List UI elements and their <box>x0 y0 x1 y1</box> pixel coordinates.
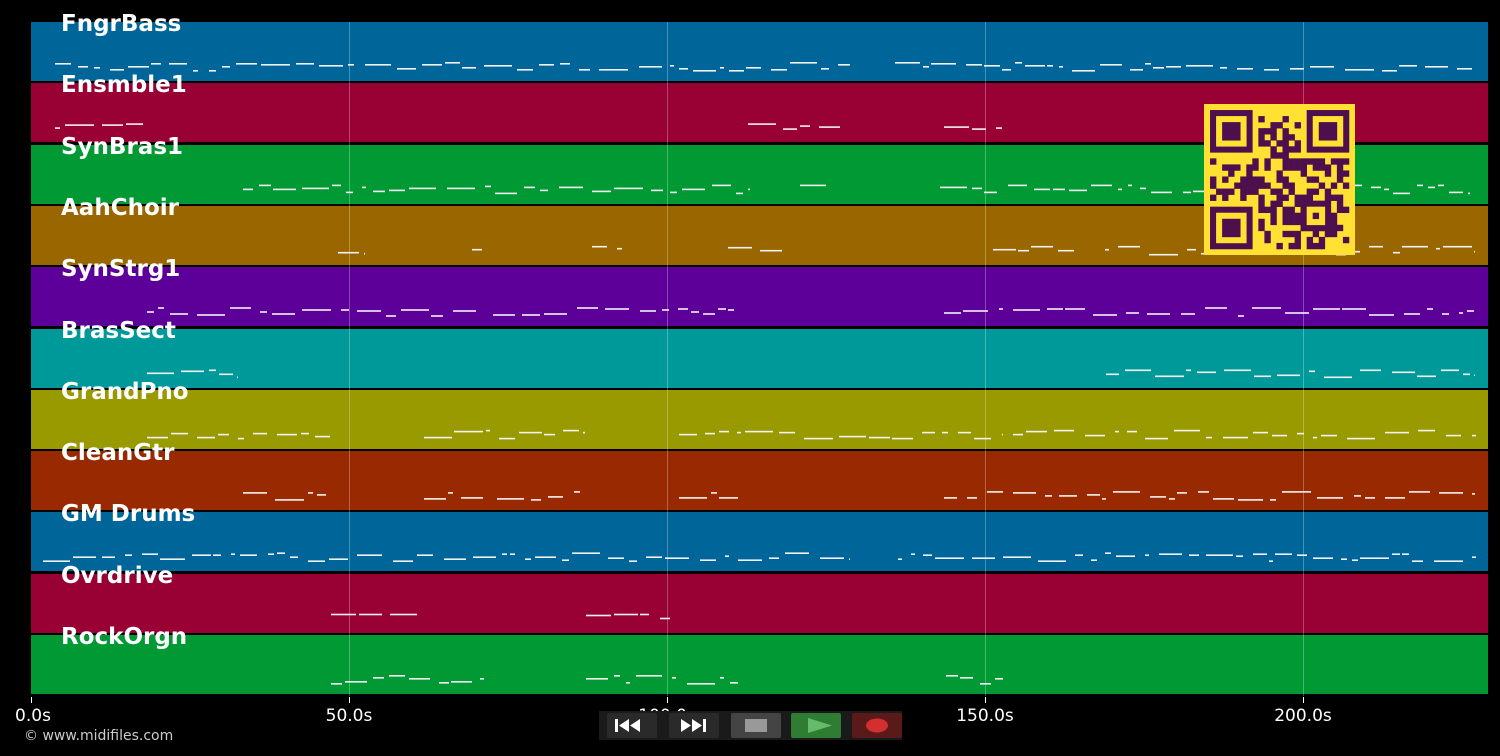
axis-tick <box>1303 697 1304 703</box>
track-label: CleanGtr <box>61 440 175 467</box>
track-lane[interactable]: SynStrg1 <box>31 256 1488 327</box>
axis-tick-label: 150.0s <box>956 706 1014 726</box>
track-lane[interactable]: RockOrgn <box>31 624 1488 694</box>
axis-tick-label: 50.0s <box>325 706 373 726</box>
track-label: SynStrg1 <box>61 256 181 283</box>
rewind-button[interactable] <box>607 713 657 738</box>
track-label: Ensmble1 <box>61 72 187 99</box>
track-label: FngrBass <box>61 11 182 37</box>
stop-icon <box>745 719 767 732</box>
track-label: RockOrgn <box>61 624 188 650</box>
track-lane[interactable]: CleanGtr <box>31 440 1488 511</box>
axis-tick <box>667 697 668 703</box>
track-label: AahChoir <box>61 194 179 221</box>
transport-controls <box>599 711 902 740</box>
record-icon <box>866 718 888 733</box>
track-label: Ovrdrive <box>61 562 174 589</box>
copyright-text: © www.midifiles.com <box>24 728 174 744</box>
track-lane[interactable]: GrandPno <box>31 379 1488 449</box>
track-label: GrandPno <box>61 378 189 405</box>
track-lane[interactable]: Ovrdrive <box>31 563 1488 633</box>
axis-tick <box>349 697 350 703</box>
track-label: SynBras1 <box>61 133 184 160</box>
track-lane[interactable]: BrasSect <box>31 318 1488 388</box>
track-lane[interactable]: GM Drums <box>31 501 1488 572</box>
qr-code-icon <box>1204 104 1355 255</box>
stop-button[interactable] <box>731 713 781 738</box>
track-lane[interactable]: FngrBass <box>31 11 1488 81</box>
axis-tick <box>985 697 986 703</box>
record-button[interactable] <box>852 713 902 738</box>
track-label: GM Drums <box>61 501 196 528</box>
play-button[interactable] <box>791 713 841 738</box>
track-label: BrasSect <box>61 317 176 344</box>
fast-forward-icon <box>681 719 706 732</box>
axis-tick-label: 0.0s <box>15 706 51 726</box>
axis-tick-label: 200.0s <box>1274 706 1332 726</box>
rewind-icon <box>615 719 640 732</box>
play-icon <box>808 718 832 733</box>
axis-tick <box>31 697 32 703</box>
fast-forward-button[interactable] <box>669 713 719 738</box>
